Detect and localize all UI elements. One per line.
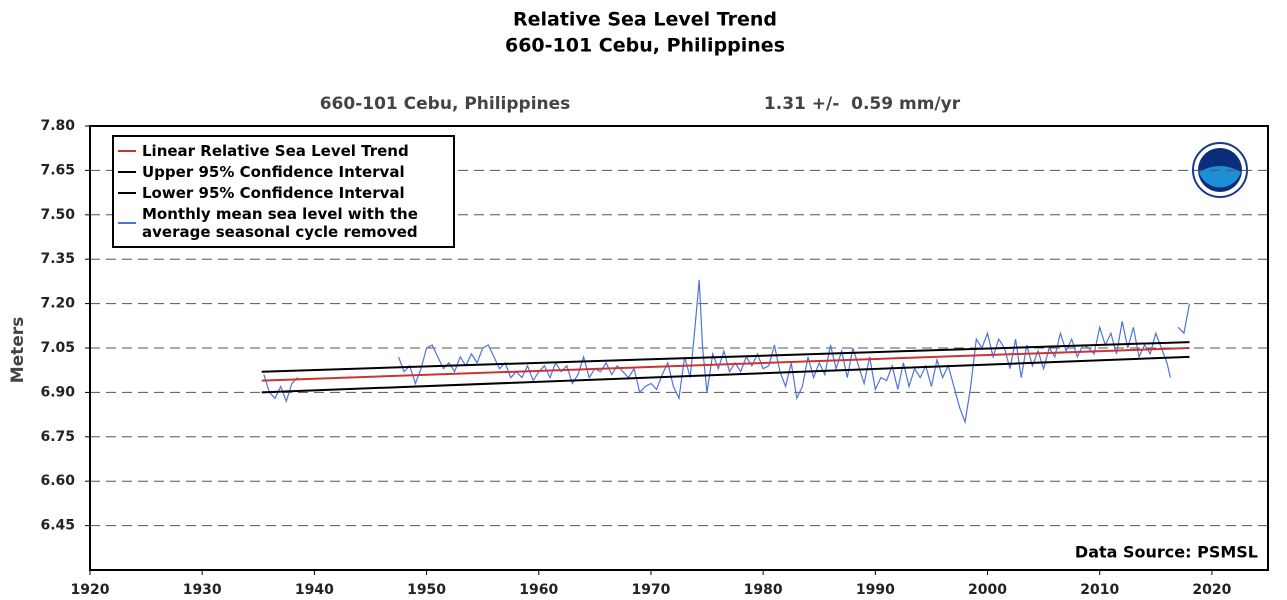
legend-swatch [118,171,136,173]
chart-subtitle: 660-101 Cebu, Philippines [505,35,785,57]
legend-label: Upper 95% Confidence Interval [142,163,405,181]
series-line [261,341,1190,373]
trend-label: 1.31 +/- 0.59 mm/yr [764,94,961,114]
series-line [397,279,1171,425]
x-tick-label: 1920 [71,582,110,598]
legend-label: Linear Relative Sea Level Trend [142,142,409,160]
legend-swatch [118,222,136,224]
x-tick-label: 2010 [1080,582,1119,598]
legend-item: Lower 95% Confidence Interval [118,184,449,202]
legend-swatch [118,192,136,194]
series-line [261,355,1190,394]
y-tick-label: 7.65 [40,162,75,178]
series-line [261,347,1190,382]
plot-frame [89,125,1269,571]
station-label: 660-101 Cebu, Philippines [320,94,571,114]
x-tick-label: 1980 [744,582,783,598]
x-tick-label: 1990 [856,582,895,598]
series-line [1177,303,1191,335]
chart-title: Relative Sea Level Trend [513,9,777,31]
data-source: Data Source: PSMSL [1075,543,1258,562]
x-tick-label: 1930 [183,582,222,598]
legend-item: Upper 95% Confidence Interval [118,163,449,181]
y-tick-label: 6.90 [40,384,75,400]
legend-label: Lower 95% Confidence Interval [142,184,405,202]
legend-swatch [118,150,136,152]
legend-item: Monthly mean sea level with the average … [118,205,449,241]
x-tick-label: 1960 [519,582,558,598]
x-tick-label: 1950 [407,582,446,598]
y-tick-label: 7.80 [40,118,75,134]
legend-label: Monthly mean sea level with the average … [142,205,418,241]
legend-item: Linear Relative Sea Level Trend [118,142,449,160]
y-tick-label: 7.05 [40,340,75,356]
x-tick-label: 2000 [968,582,1007,598]
x-tick-label: 2020 [1192,582,1231,598]
x-tick-label: 1970 [631,582,670,598]
y-tick-label: 6.75 [40,429,75,445]
y-tick-label: 7.35 [40,251,75,267]
legend: Linear Relative Sea Level Trend Upper 95%… [112,135,455,248]
y-axis-label: Meters [8,317,28,384]
y-tick-label: 6.45 [40,518,75,534]
y-tick-label: 7.20 [40,296,75,312]
y-tick-label: 6.60 [40,473,75,489]
y-tick-label: 7.50 [40,207,75,223]
x-tick-label: 1940 [295,582,334,598]
